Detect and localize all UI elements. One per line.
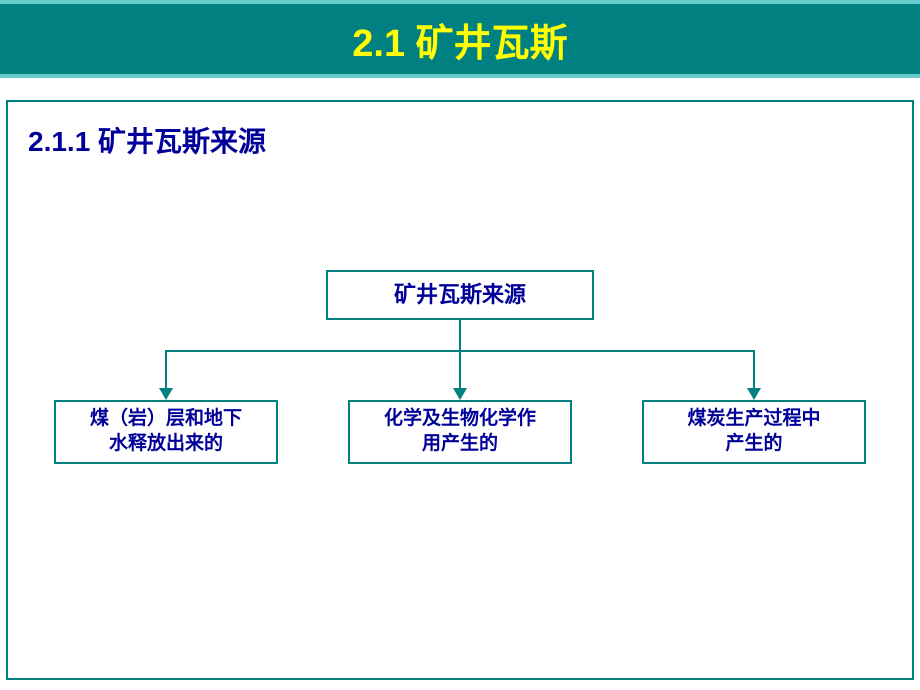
subtitle: 2.1.1 矿井瓦斯来源 <box>28 120 266 160</box>
connector-drop-1 <box>459 350 461 390</box>
connector-vertical-root <box>459 320 461 350</box>
arrow-0 <box>159 388 173 400</box>
child-label-0: 煤（岩）层和地下 水释放出来的 <box>90 407 242 456</box>
title-bar: 2.1 矿井瓦斯 <box>0 0 920 78</box>
root-node: 矿井瓦斯来源 <box>326 270 594 320</box>
child-label-1: 化学及生物化学作 用产生的 <box>384 407 536 456</box>
arrow-2 <box>747 388 761 400</box>
connector-drop-2 <box>753 350 755 390</box>
page-title: 2.1 矿井瓦斯 <box>352 12 567 67</box>
arrow-1 <box>453 388 467 400</box>
child-node-1: 化学及生物化学作 用产生的 <box>348 400 572 464</box>
child-node-2: 煤炭生产过程中 产生的 <box>642 400 866 464</box>
root-label: 矿井瓦斯来源 <box>394 281 526 310</box>
connector-drop-0 <box>165 350 167 390</box>
child-label-2: 煤炭生产过程中 产生的 <box>687 407 820 456</box>
child-node-0: 煤（岩）层和地下 水释放出来的 <box>54 400 278 464</box>
